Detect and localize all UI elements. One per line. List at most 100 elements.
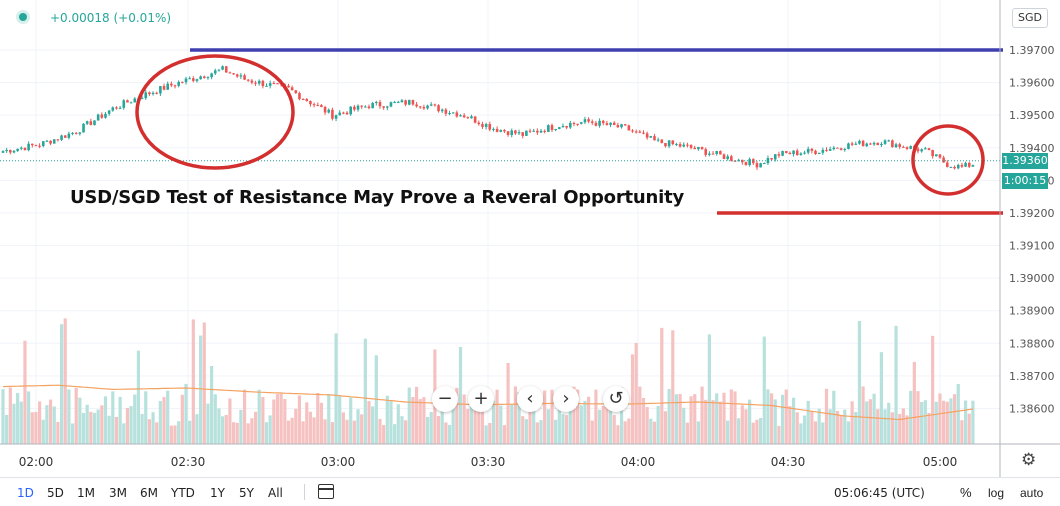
range-button-6m[interactable]: 6M [140,486,158,500]
volume-bar [118,396,122,444]
candle-body [704,149,708,155]
volume-bar [96,409,100,444]
volume-bar [835,411,840,444]
candle-body [71,132,74,134]
volume-bar [967,413,971,444]
volume-bar [652,421,657,444]
candle-body [261,80,265,87]
volume-bar [729,389,733,444]
range-button-1m[interactable]: 1M [77,486,95,500]
candle-body [272,83,276,85]
price-tick-label: 1.39200 [1009,207,1055,220]
volume-bar [722,392,726,444]
price-tick-label: 1.38800 [1009,337,1055,350]
zoom-in-button[interactable]: + [468,386,494,412]
candle-body [470,116,473,119]
candle-body [902,146,905,148]
candle-body [587,119,590,122]
volume-bar [38,401,42,444]
candle-body [697,146,700,150]
volume-bar [169,425,173,444]
volume-bar [535,422,539,444]
candle-body [828,149,832,151]
candle-body [924,148,927,150]
last-price-label: 1.39360 [1002,152,1048,169]
volume-bar [693,394,697,444]
scroll-left-button[interactable]: ‹ [517,386,543,412]
utc-clock[interactable]: 05:06:45 (UTC) [834,486,925,500]
candle-body [309,100,312,105]
candle-body [1,151,5,153]
volume-bar [404,420,408,444]
candle-body [909,146,912,149]
currency-button[interactable]: SGD [1012,8,1048,28]
candle-body [711,153,715,155]
volume-bar [784,389,788,444]
candle-body [148,92,151,95]
candle-body [850,143,854,145]
range-button-1d[interactable]: 1D [17,486,34,500]
candle-body [964,162,967,167]
log-scale-button[interactable]: log [988,486,1005,500]
range-button-ytd[interactable]: YTD [171,486,195,500]
candle-body [719,151,722,155]
time-axis[interactable]: 02:00 02:30 03:00 03:30 04:00 04:30 05:00 [19,455,958,469]
candle-body [459,115,462,117]
candle-body [404,100,407,105]
candle-body [554,129,557,131]
volume-bar [323,419,327,444]
candle-body [887,140,891,142]
volume-bar [19,401,23,444]
volume-bar [656,406,660,444]
candle-body [122,100,126,108]
candle-body [407,100,411,105]
candle-body [601,120,605,124]
range-button-5d[interactable]: 5D [47,486,64,500]
candle-body [389,102,393,107]
range-button-3m[interactable]: 3M [109,486,127,500]
candle-body [945,162,949,168]
candle-body [184,78,188,83]
reset-chart-button[interactable]: ↺ [603,386,629,412]
scroll-right-button[interactable]: › [553,386,579,412]
volume-bar [385,395,389,444]
candle-body [953,166,956,169]
calendar-icon[interactable] [318,484,334,499]
volume-bar [239,409,243,444]
range-button-1y[interactable]: 1Y [210,486,225,500]
candle-body [883,140,887,144]
candle-body [627,125,631,131]
price-axis[interactable]: 1.397001.396001.395001.394001.393001.392… [1009,44,1055,415]
percent-scale-button[interactable]: % [960,485,972,500]
volume-bar [583,400,587,444]
auto-scale-button[interactable]: auto [1020,486,1044,500]
candle-body [85,121,89,124]
range-button-all[interactable]: All [268,486,283,500]
candle-body [766,158,770,164]
candle-body [382,106,385,108]
candle-body [547,125,550,132]
candle-body [715,151,718,154]
volume-bar [576,389,580,444]
range-button-5y[interactable]: 5Y [239,486,254,500]
volume-bar [660,327,664,444]
volume-bar [242,389,247,444]
highlight-circle-peak[interactable] [135,54,295,170]
candle-body [356,105,360,110]
candle-body [342,112,345,114]
volume-bar [927,412,931,444]
zoom-out-button[interactable]: − [432,386,458,412]
candle-body [550,125,554,130]
candle-body [847,143,850,149]
volume-bar [462,394,466,444]
highlight-circle-current[interactable] [911,124,985,196]
volume-bar [447,424,452,444]
candle-body [664,142,667,147]
time-tick-label: 03:00 [321,455,356,469]
candle-body [129,102,133,104]
candle-body [49,140,52,144]
volume-bar [367,401,371,444]
gear-icon[interactable]: ⚙ [1021,450,1037,469]
volume-bar [151,412,155,444]
